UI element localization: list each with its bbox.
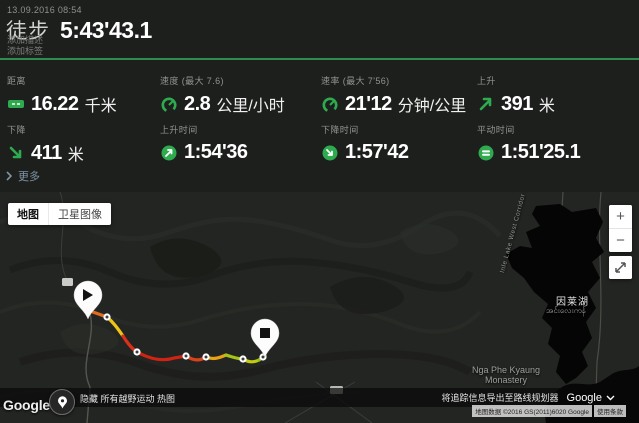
map-type-control: 地图 卫星图像 (8, 203, 111, 225)
stat-ascent-time: 上升时间 1:54'36 (160, 125, 248, 163)
export-control: 将追踪信息导出至路线规划器 Google (442, 391, 616, 404)
fullscreen-control (609, 256, 632, 279)
descent-time-icon (321, 144, 339, 162)
lake-label: 因莱湖 (556, 297, 589, 308)
more-label: 更多 (18, 171, 40, 183)
map-pin-icon (57, 395, 67, 408)
activity-type-label: 徒步 (6, 20, 50, 43)
speed-gauge-icon (160, 95, 178, 113)
hide-heatmap-link[interactable]: 隐藏 所有越野运动 热图 (80, 394, 176, 404)
ascent-arrow-icon (477, 95, 495, 113)
chevron-down-icon (606, 395, 615, 400)
ascent-time-icon (160, 144, 178, 162)
add-description-link[interactable]: 添加描述 (7, 35, 44, 45)
stat-descent: 下降 411 米 (7, 125, 84, 164)
lake-label-burmese: အင်းလေးကန် (546, 306, 586, 315)
stat-flat-time: 平动时间 1:51'25.1 (477, 125, 581, 163)
export-target-dropdown[interactable]: Google (567, 392, 615, 404)
activity-date: 13.09.2016 08:54 (7, 5, 82, 15)
zoom-out-button[interactable]: − (609, 228, 632, 252)
pace-gauge-icon (321, 95, 339, 113)
road-shield (62, 278, 73, 286)
export-track-label: 将追踪信息导出至路线规划器 (441, 393, 559, 403)
descent-arrow-icon (7, 144, 25, 162)
stat-distance: 距离 16.22 千米 (7, 76, 117, 115)
terms-link[interactable]: 使用条款 (594, 405, 626, 417)
flat-time-icon (477, 144, 495, 162)
google-logo: Google (3, 397, 51, 413)
more-link[interactable]: 更多 (6, 168, 40, 184)
fullscreen-icon (615, 262, 626, 273)
stat-descent-time: 下降时间 1:57'42 (321, 125, 409, 163)
stat-speed: 速度 (最大 7.6) 2.8 公里/小时 (160, 76, 285, 115)
green-divider (0, 58, 639, 60)
monastery-label: Nga Phe Kyaung Monastery (471, 365, 541, 385)
route-distance-icon (7, 95, 25, 113)
attribution-text: 地图数据 ©2016 GS(2011)6020 Google (472, 405, 592, 417)
route-map[interactable]: 因莱湖 အင်းလေးကန် Nga Phe Kyaung Monastery … (0, 192, 639, 423)
map-attribution: 地图数据 ©2016 GS(2011)6020 Google 使用条款 (472, 405, 626, 417)
chevron-right-icon (6, 171, 12, 181)
satellite-view-button[interactable]: 卫星图像 (48, 203, 111, 225)
fullscreen-button[interactable] (609, 256, 632, 279)
end-marker (250, 318, 280, 358)
start-marker (73, 280, 103, 320)
inle-lake-shape (506, 204, 604, 384)
zoom-control: + − (609, 205, 632, 252)
map-view-button[interactable]: 地图 (17, 209, 39, 221)
page-title: 徒步 5:43'43.1 (6, 15, 152, 45)
activity-duration: 5:43'43.1 (60, 17, 152, 43)
add-tags-link[interactable]: 添加标签 (7, 46, 44, 56)
stat-ascent: 上升 391 米 (477, 76, 555, 115)
stat-pace: 速率 (最大 7'56) 21'12 分钟/公里 (321, 76, 467, 115)
zoom-in-button[interactable]: + (609, 205, 632, 228)
map-footer-bar (0, 388, 639, 407)
heatmap-toggle-button[interactable] (49, 389, 75, 415)
map-canvas (0, 192, 639, 423)
